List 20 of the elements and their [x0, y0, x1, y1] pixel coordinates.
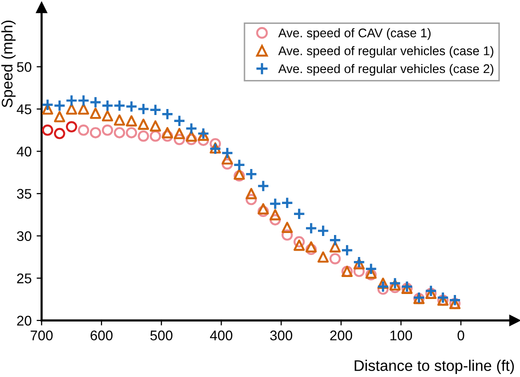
y-tick-label: 45 — [16, 104, 32, 114]
x-tick-label: 300 — [270, 330, 292, 340]
y-tick-label: 30 — [16, 231, 32, 242]
x-axis-title: Distance to stop-line (ft) — [354, 360, 514, 374]
x-tick-label: 400 — [210, 330, 232, 340]
y-tick-label: 40 — [16, 146, 32, 156]
x-tick-label: 0 — [458, 330, 464, 340]
y-tick-label: 50 — [16, 62, 32, 72]
x-tick-label: 200 — [330, 330, 352, 340]
legend-label: Ave. speed of CAV (case 1) — [278, 28, 431, 40]
legend-label: Ave. speed of regular vehicles (case 1) — [278, 46, 494, 58]
legend-label: Ave. speed of regular vehicles (case 2) — [278, 64, 494, 76]
x-tick-label: 500 — [150, 330, 172, 340]
y-tick-label: 20 — [17, 316, 32, 326]
y-tick-label: 35 — [16, 188, 32, 199]
y-tick-label: 25 — [17, 274, 32, 284]
x-tick-label: 600 — [90, 330, 113, 340]
x-tick-label: 100 — [390, 330, 412, 340]
y-axis-title: Speed (mph) — [1, 20, 16, 108]
x-tick-label: 700 — [30, 330, 53, 340]
